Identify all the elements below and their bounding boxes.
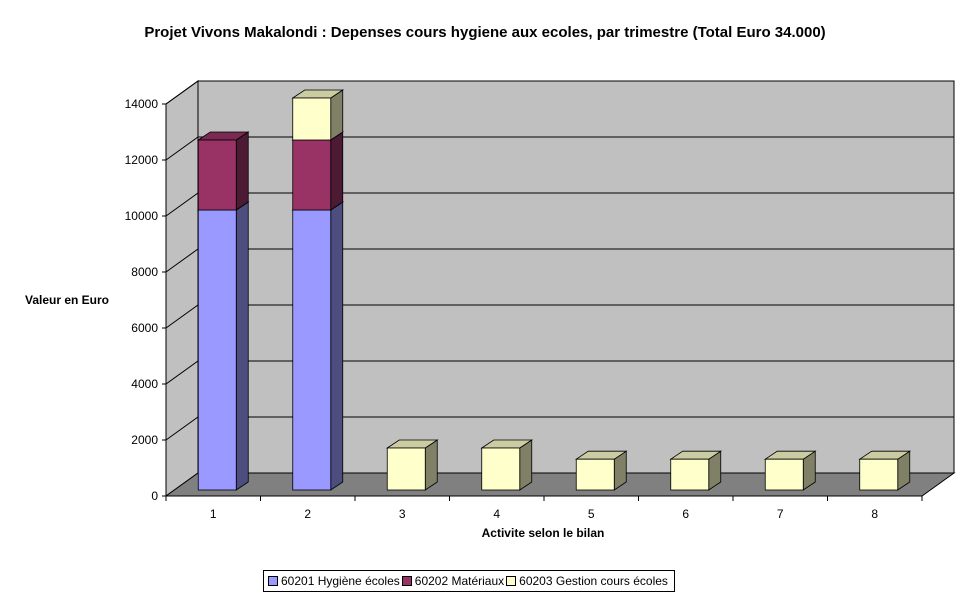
- bar-side: [330, 89, 344, 141]
- y-tick-label: 8000: [131, 265, 158, 279]
- legend-swatch: [268, 576, 278, 586]
- legend-label: 60203 Gestion cours écoles: [519, 574, 668, 588]
- legend: 60201 Hygiène écoles 60202 Matériaux 60203…: [263, 570, 675, 592]
- bars: [196, 89, 912, 491]
- y-tick-label: 2000: [131, 433, 158, 447]
- bar-side: [235, 201, 249, 491]
- gridline: [165, 136, 954, 161]
- y-tick-label: 0: [151, 489, 158, 503]
- bar-side: [424, 439, 438, 491]
- bar-front: [670, 458, 710, 491]
- bar-front: [292, 209, 332, 491]
- floor: [164, 472, 956, 497]
- bar-segment: [291, 131, 345, 211]
- x-tick-label: 3: [399, 507, 406, 521]
- bar-front: [292, 97, 332, 141]
- bar-front: [859, 458, 899, 491]
- legend-swatch: [506, 576, 517, 586]
- bar-front: [575, 458, 615, 491]
- x-tick-label: 5: [588, 507, 595, 521]
- legend-item: 60203 Gestion cours écoles: [506, 574, 668, 588]
- plot-area: [164, 80, 956, 497]
- legend-item: 60201 Hygiène écoles: [268, 574, 400, 588]
- side-wall: [165, 80, 199, 497]
- x-tick-label: 1: [210, 507, 217, 521]
- bar-front: [292, 139, 332, 211]
- bar-segment: [291, 201, 345, 491]
- bar-side: [235, 131, 249, 211]
- legend-label: 60202 Matériaux: [414, 574, 505, 588]
- x-tick-label: 2: [304, 507, 311, 521]
- bar-segment: [669, 450, 723, 491]
- x-tick-label: 7: [777, 507, 784, 521]
- chart-title: Projet Vivons Makalondi : Depenses cours…: [144, 24, 825, 41]
- bar-front: [481, 447, 521, 491]
- y-tick-label: 6000: [131, 321, 158, 335]
- x-axis-title: Activite selon le bilan: [482, 526, 605, 540]
- bar-front: [197, 139, 237, 211]
- bar-segment: [480, 439, 534, 491]
- bar-front: [386, 447, 426, 491]
- bar-segment: [385, 439, 439, 491]
- y-tick-label: 10000: [125, 209, 159, 223]
- legend-label: 60201 Hygiène écoles: [281, 574, 400, 588]
- bar-segment: [574, 450, 628, 491]
- legend-item: 60202 Matériaux: [401, 574, 505, 588]
- y-tick-label: 4000: [131, 377, 158, 391]
- bar-segment: [291, 89, 345, 141]
- gridline: [165, 80, 954, 105]
- x-tick-label: 6: [682, 507, 689, 521]
- bar-segment: [196, 201, 250, 491]
- y-axis: 0 2000 4000 6000 8000 10000 12000 14000: [125, 97, 167, 503]
- x-tick-label: 4: [493, 507, 500, 521]
- y-axis-title: Valeur en Euro: [25, 293, 109, 307]
- bar-front: [197, 209, 237, 491]
- legend-swatch: [401, 576, 412, 586]
- y-tick-label: 12000: [125, 153, 159, 167]
- bar-segment: [763, 450, 817, 491]
- bar-side: [330, 131, 344, 211]
- bar-side: [519, 439, 533, 491]
- x-tick-label: 8: [871, 507, 878, 521]
- x-axis: 1 2 3 4 5 6 7 8: [165, 495, 923, 521]
- bar-side: [330, 201, 344, 491]
- bar-segment: [196, 131, 250, 211]
- bar-segment: [858, 450, 912, 491]
- y-tick-label: 14000: [125, 97, 159, 111]
- bar-front: [764, 458, 804, 491]
